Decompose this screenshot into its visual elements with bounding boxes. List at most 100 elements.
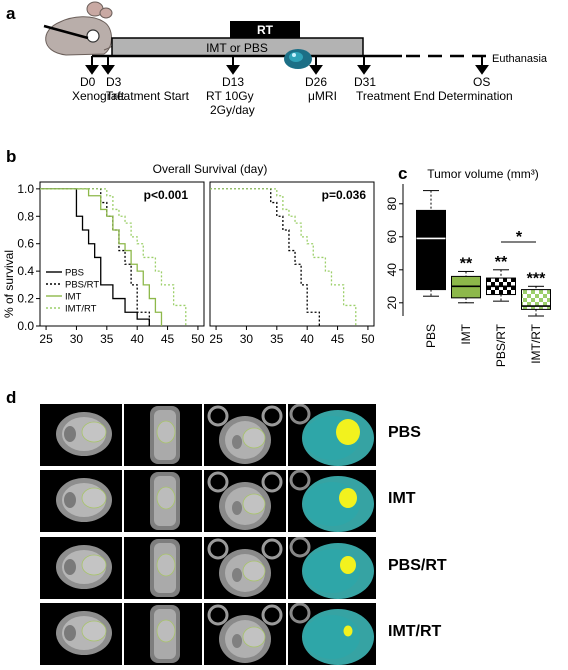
mri-axial-image: [204, 470, 286, 532]
legend-label: PBS/RT: [65, 280, 99, 291]
mri-3d-render-image: [288, 537, 376, 599]
box-body: [521, 289, 551, 310]
legend-label: IMT/RT: [65, 304, 97, 315]
mri-sagittal-image: [124, 603, 202, 665]
y-tick-label: 0.2: [17, 292, 34, 306]
x-tick-label: 35: [100, 332, 114, 346]
p-value-right: p=0.036: [322, 188, 367, 202]
y-tick-label: 1.0: [17, 182, 34, 196]
event-day: OS: [473, 75, 490, 89]
mri-panel: PBS IMT PBS/RT IMT/RT: [40, 404, 568, 670]
tumor-title: Tumor volume (mm³): [427, 167, 539, 181]
mri-axial-image: [204, 404, 286, 466]
survival-line-imt: [40, 188, 163, 326]
significance-stars: **: [495, 254, 508, 271]
mri-sagittal-image: [124, 537, 202, 599]
timeline-diagram: RT IMT or PBS Euthanasia D0 Xenograft D3…: [43, 1, 548, 117]
y-tick-label: 0.6: [17, 237, 34, 251]
mri-coronal-image: [40, 404, 122, 466]
y-tick-label: 0.8: [17, 209, 34, 223]
event-desc: RT 10Gy: [206, 89, 254, 103]
mri-row-label: PBS: [388, 424, 421, 441]
x-tick-label: 25: [39, 332, 53, 346]
survival-line-pbs-rt: [40, 188, 150, 326]
treatment-bar-label: IMT or PBS: [206, 41, 268, 55]
survival-title: Overall Survival (day): [153, 162, 268, 176]
panel-label-c: c: [398, 164, 408, 183]
mri-3d-render-image: [288, 603, 376, 665]
event-day: D31: [354, 75, 376, 89]
category-label: PBS/RT: [494, 323, 508, 367]
mri-axial-image: [204, 537, 286, 599]
mri-sagittal-image: [124, 404, 202, 466]
mri-row-label: IMT/RT: [388, 623, 442, 640]
significance-stars: ***: [527, 270, 546, 287]
mri-axial-image: [204, 603, 286, 665]
category-label: IMT/RT: [529, 323, 543, 363]
y-tick-label: 20: [385, 296, 399, 310]
x-tick-label: 45: [331, 332, 345, 346]
box-body: [416, 209, 446, 291]
event-desc: μMRI: [308, 89, 337, 103]
mri-row-label: PBS/RT: [388, 557, 447, 574]
rt-label: RT: [257, 23, 274, 37]
mri-coronal-image: [40, 537, 122, 599]
mri-row-label: IMT: [388, 490, 416, 507]
p-value-left: p<0.001: [144, 188, 189, 202]
panel-label-b: b: [6, 147, 17, 166]
legend-label: IMT: [65, 292, 82, 303]
box-pbs-rt: [486, 269, 516, 302]
y-tick-label: 0.0: [17, 319, 34, 333]
survival-x-axis-right: 25 30 35 40 45 50: [209, 326, 375, 346]
survival-line-pbs-rt: [210, 188, 320, 326]
event-desc: Determination: [438, 89, 513, 103]
x-tick-label: 30: [70, 332, 84, 346]
x-tick-label: 25: [209, 332, 223, 346]
rt-bar: [230, 21, 300, 38]
mri-coronal-image: [40, 603, 122, 665]
event-desc: Treatment End: [356, 89, 435, 103]
legend-label: PBS: [65, 268, 84, 279]
survival-line-imt-rt: [210, 188, 357, 326]
survival-line-imt-rt: [40, 188, 187, 326]
box-imt: [451, 270, 481, 304]
mri-3d-render-image: [288, 470, 376, 532]
mri-3d-render-image: [288, 404, 376, 466]
x-tick-label: 40: [131, 332, 145, 346]
mri-sagittal-image: [124, 470, 202, 532]
event-day: D13: [222, 75, 244, 89]
survival-x-axis-left: 25 30 35 40 45 50: [39, 326, 205, 346]
y-tick-label: 80: [385, 197, 399, 211]
plot-frame: [209, 181, 375, 327]
x-tick-label: 50: [361, 332, 375, 346]
bracket-star: *: [516, 229, 523, 246]
mouse-icon: [43, 1, 119, 56]
survival-ylabel: % of survival: [2, 250, 16, 318]
panel-label-d: d: [6, 388, 17, 407]
x-tick-label: 40: [301, 332, 315, 346]
significance-stars: **: [460, 255, 473, 272]
box-body: [451, 275, 481, 299]
survival-plot-left: [39, 181, 205, 327]
event-day: D26: [305, 75, 327, 89]
event-desc: Xenograft: [72, 89, 125, 103]
tumor-volume-chart: Tumor volume (mm³) 20 40 60 80 PBS IMT PBS/RT I…: [385, 167, 551, 367]
survival-chart: Overall Survival (day) % of survival 0.0…: [2, 162, 375, 346]
mri-coronal-image: [40, 470, 122, 532]
x-tick-label: 45: [161, 332, 175, 346]
event-day: D0: [80, 75, 96, 89]
box-pbs: [416, 190, 446, 297]
y-tick-label: 40: [385, 263, 399, 277]
survival-plot-right: [209, 181, 375, 327]
plot-frame: [39, 181, 205, 327]
mri-scanner-icon: [284, 49, 312, 69]
event-desc: 2Gy/day: [210, 103, 255, 117]
event-day: D3: [106, 75, 122, 89]
category-label: IMT: [459, 323, 473, 344]
x-tick-label: 50: [191, 332, 205, 346]
panel-label-a: a: [6, 4, 16, 23]
x-tick-label: 35: [270, 332, 284, 346]
box-imt-rt: [521, 285, 551, 317]
